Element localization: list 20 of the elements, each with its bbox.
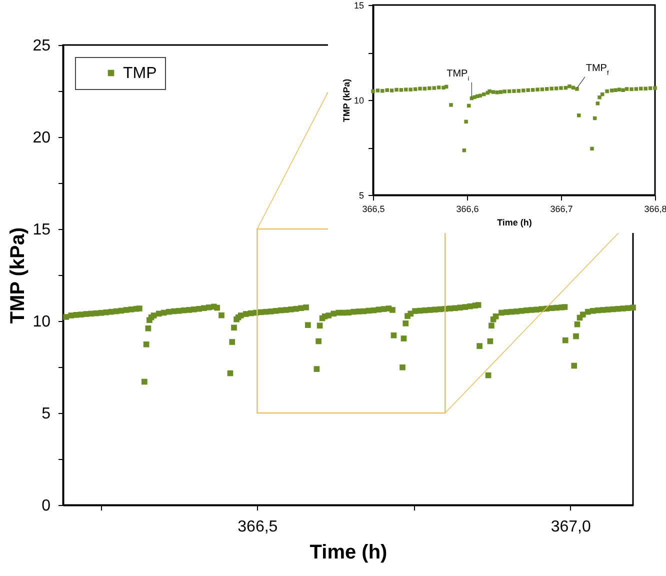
x-tick-label: 366,6 (456, 204, 479, 214)
x-tick-label: 366,5 (362, 204, 385, 214)
y-axis-title: TMP (kPa) (6, 227, 29, 324)
y-tick-label: 5 (358, 190, 364, 200)
x-tick-label: 366,5 (238, 518, 278, 536)
y-tick-label: 25 (32, 38, 51, 54)
y-tick-label: 10 (32, 314, 51, 330)
y-tick-label: 0 (42, 498, 51, 514)
x-tick-label: 367,0 (550, 518, 591, 536)
x-tick-label: 366,8 (644, 204, 666, 214)
y-tick-label: 15 (32, 222, 51, 238)
y-axis-title: TMP (kPa) (341, 78, 352, 122)
y-tick-label: 20 (32, 130, 51, 146)
y-tick-label: 10 (354, 96, 364, 106)
x-axis-title: Time (h) (310, 542, 388, 564)
y-tick-label: 5 (42, 406, 51, 422)
x-axis-title: Time (h) (497, 218, 532, 228)
y-tick-label: 15 (354, 0, 364, 10)
x-tick-label: 366,7 (550, 204, 573, 214)
legend-label: TMP (123, 65, 157, 82)
